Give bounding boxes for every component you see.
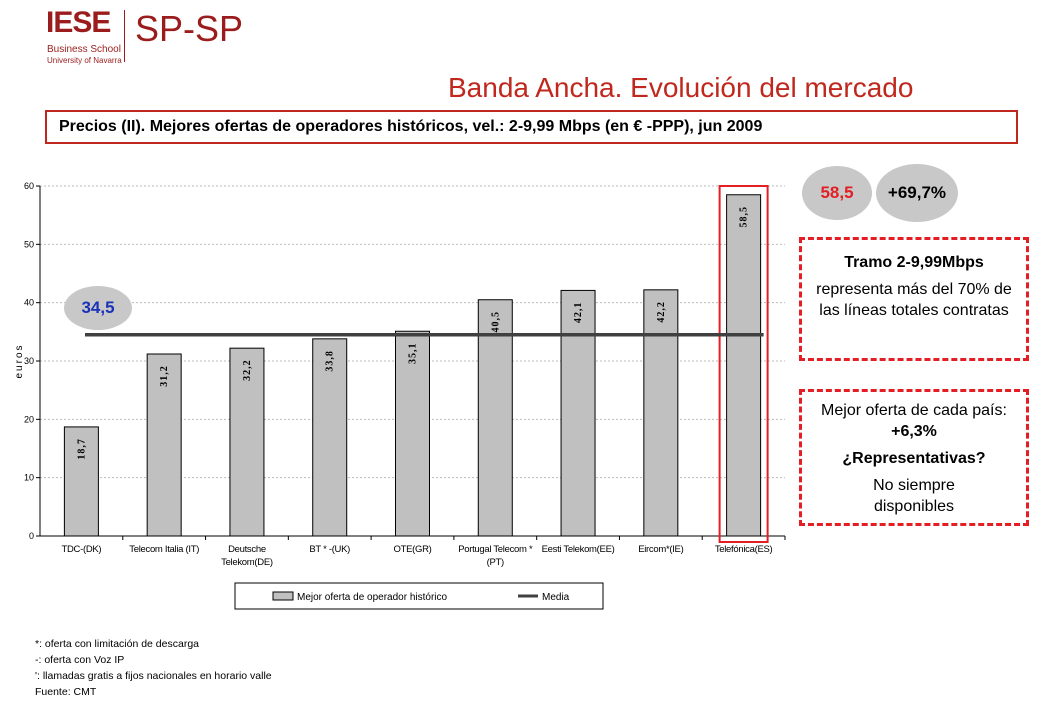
y-tick-label: 20 bbox=[24, 414, 34, 424]
x-tick-label: Eesti Telekom(EE) bbox=[542, 544, 615, 555]
iese-logo: IESE bbox=[46, 6, 111, 39]
mean-bubble: 34,5 bbox=[64, 286, 132, 330]
bar-value-label: 40,5 bbox=[490, 311, 501, 333]
footnotes: *: oferta con limitación de descarga -: … bbox=[35, 636, 272, 700]
bar-value-label: 35,1 bbox=[408, 343, 419, 365]
bar bbox=[477, 299, 513, 537]
bar bbox=[560, 289, 596, 537]
y-tick-label: 30 bbox=[24, 356, 34, 366]
x-tick-label: Eircom*(IE) bbox=[638, 544, 683, 555]
footnote: Fuente: CMT bbox=[35, 686, 97, 698]
x-tick-label: Portugal Telecom * bbox=[458, 544, 533, 555]
lines-share-callout: Tramo 2-9,99Mbps representa más del 70% … bbox=[799, 237, 1029, 361]
price-bubble: 58,5 bbox=[802, 166, 872, 220]
representativeness-callout: Mejor oferta de cada país: +6,3% ¿Repres… bbox=[799, 389, 1029, 526]
y-tick-label: 0 bbox=[29, 531, 34, 541]
legend-label: Mejor oferta de operador histórico bbox=[297, 592, 448, 603]
bar bbox=[312, 338, 348, 537]
bar bbox=[229, 347, 265, 537]
x-tick-label: Telekom(DE) bbox=[221, 557, 273, 568]
y-axis-label: euros bbox=[14, 343, 25, 378]
y-tick-label: 60 bbox=[24, 181, 34, 191]
callout-title: Tramo 2-9,99Mbps bbox=[844, 254, 984, 271]
x-tick-label: Telefónica(ES) bbox=[715, 544, 773, 555]
bar bbox=[726, 194, 762, 537]
bar bbox=[146, 353, 182, 537]
bar-value-label: 32,2 bbox=[242, 359, 253, 381]
bar-value-label: 33,8 bbox=[325, 350, 336, 372]
callout-text: representa más del 70% de las líneas tot… bbox=[816, 281, 1012, 319]
bar bbox=[643, 289, 679, 537]
x-tick-label: Telecom Italia (IT) bbox=[129, 544, 199, 555]
x-tick-label: (PT) bbox=[487, 557, 504, 568]
logo-subtitle: Business School bbox=[47, 44, 121, 55]
footnote: *: oferta con limitación de descarga bbox=[35, 638, 200, 650]
logo-divider bbox=[124, 10, 125, 62]
highlight-frame bbox=[718, 185, 769, 543]
x-tick-label: TDC-(DK) bbox=[61, 544, 101, 555]
legend-box bbox=[234, 582, 604, 610]
legend-swatch-bar bbox=[272, 591, 294, 601]
footnote: ': llamadas gratis a fijos nacionales en… bbox=[35, 670, 272, 682]
program-logo: SP-SP bbox=[135, 8, 244, 49]
footnote: -: oferta con Voz IP bbox=[35, 654, 125, 666]
callout-text-part: Mejor oferta de cada país: bbox=[821, 402, 1007, 419]
y-tick-label: 50 bbox=[24, 239, 34, 249]
y-tick-label: 40 bbox=[24, 298, 34, 308]
logo-university: University of Navarra bbox=[47, 56, 122, 65]
bar-value-label: 18,7 bbox=[76, 438, 87, 460]
increase-bubble: +69,7% bbox=[876, 164, 958, 222]
callout-increase: +6,3% bbox=[891, 423, 937, 440]
bar-value-label: 58,5 bbox=[739, 206, 750, 228]
callout-note: No siempre disponibles bbox=[873, 477, 955, 515]
y-tick-label: 10 bbox=[24, 473, 34, 483]
x-tick-label: OTE(GR) bbox=[393, 544, 431, 555]
legend-label: Media bbox=[542, 592, 570, 603]
bar bbox=[395, 330, 430, 537]
callout-text: Mejor oferta de cada país: +6,3% bbox=[802, 400, 1026, 442]
chart-subtitle: Precios (II). Mejores ofertas de operado… bbox=[45, 110, 1018, 144]
x-tick-label: BT * -(UK) bbox=[309, 544, 350, 555]
bar-value-label: 31,2 bbox=[159, 365, 170, 387]
bar-chart: 0 10 20 30 40 50 60 euros 18,7 TDC-(DK) 31,2 Teleco… bbox=[14, 181, 786, 610]
bar-value-label: 42,1 bbox=[573, 302, 584, 324]
callout-question: ¿Representativas? bbox=[842, 450, 986, 467]
bar-value-label: 42,2 bbox=[656, 301, 667, 323]
page-title: Banda Ancha. Evolución del mercado bbox=[448, 72, 914, 103]
x-tick-label: Deutsche bbox=[228, 544, 266, 555]
bar bbox=[63, 426, 99, 537]
